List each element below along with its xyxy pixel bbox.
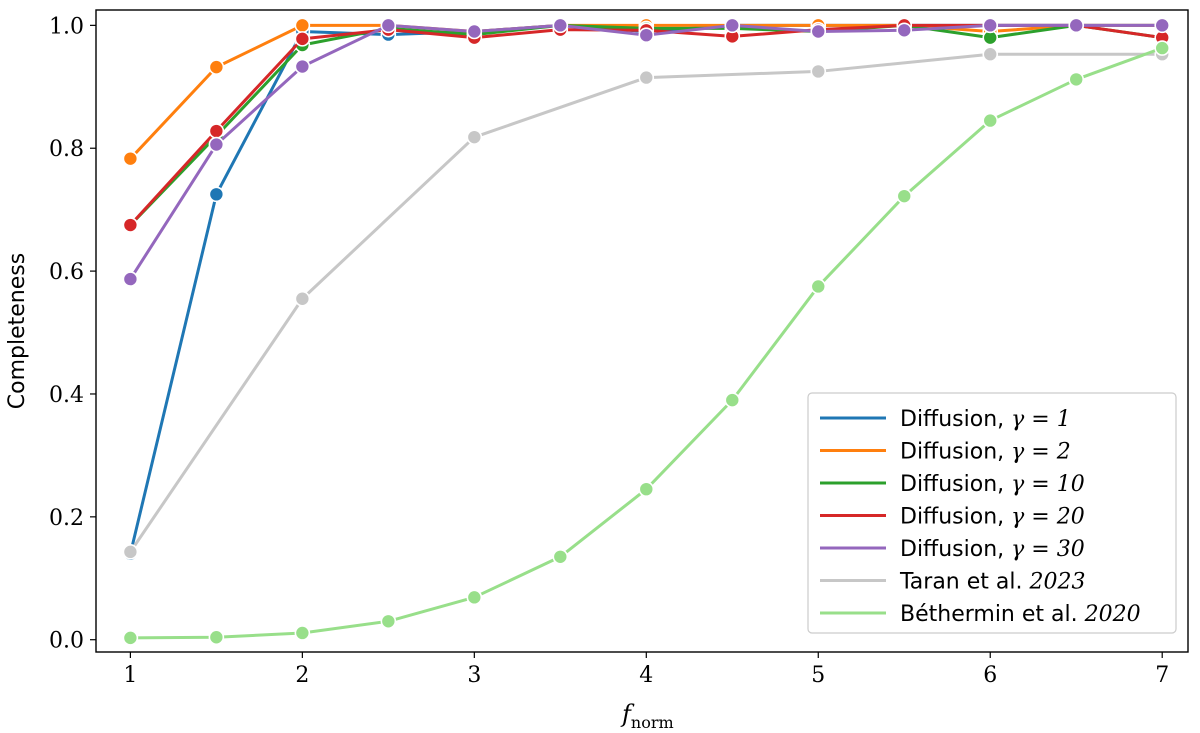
legend-item: Diffusion, γ = 10: [820, 472, 1085, 497]
x-tick-label: 5: [811, 663, 825, 688]
data-point: [466, 589, 483, 606]
data-point: [294, 17, 311, 34]
legend-label-text: Taran et al.: [899, 570, 1029, 595]
data-point: [1068, 71, 1085, 88]
y-axis-label: Completeness: [5, 253, 30, 409]
data-point: [724, 17, 741, 34]
legend-label-math: γ = 30: [1011, 537, 1085, 562]
data-point: [810, 23, 827, 40]
legend-item: Diffusion, γ = 30: [820, 537, 1085, 562]
y-tick-label: 0.0: [49, 629, 84, 654]
data-point: [982, 46, 999, 63]
data-point: [810, 278, 827, 295]
data-point: [122, 150, 139, 167]
series-6: [122, 40, 1171, 646]
y-tick-label: 0.6: [49, 260, 84, 285]
data-point: [1154, 40, 1171, 56]
data-point: [294, 290, 311, 307]
data-point: [466, 129, 483, 145]
data-point: [208, 59, 225, 75]
legend-item: Diffusion, γ = 2: [820, 440, 1071, 465]
data-point: [380, 613, 397, 630]
legend-label: Diffusion, γ = 1: [900, 407, 1071, 432]
data-point: [1154, 17, 1171, 34]
legend-label-math: γ = 10: [1011, 472, 1085, 497]
legend-label-math: γ = 2: [1011, 440, 1071, 465]
data-point: [208, 186, 225, 203]
y-ticks: 0.0 0.2 0.4 0.6 0.8 1.0: [49, 14, 96, 654]
legend-box: [807, 392, 1177, 634]
data-point: [294, 625, 311, 641]
data-point: [982, 112, 999, 129]
legend-item: Béthermin et al. 2020: [820, 602, 1141, 627]
series-5: [122, 46, 1171, 560]
data-point: [810, 63, 827, 80]
series-4: [122, 17, 1171, 287]
legend-label: Taran et al. 2023: [899, 570, 1085, 595]
data-point: [466, 23, 483, 40]
data-point: [552, 548, 569, 565]
data-point: [724, 392, 741, 408]
legend-label-math: 2020: [1084, 602, 1141, 627]
legend-label-math: γ = 20: [1011, 505, 1085, 530]
legend-label: Diffusion, γ = 2: [900, 440, 1071, 465]
series-line: [129, 23, 1163, 160]
x-tick-label: 1: [123, 663, 137, 688]
x-axis-label: fnorm: [620, 700, 674, 732]
legend-label-math: γ = 1: [1011, 407, 1071, 432]
x-tick-label: 2: [295, 663, 309, 688]
y-tick-label: 0.2: [49, 506, 84, 531]
legend-label: Diffusion, γ = 20: [900, 505, 1085, 530]
data-point: [208, 136, 225, 153]
data-point: [638, 27, 655, 43]
x-tick-label: 6: [983, 663, 997, 688]
data-point: [122, 630, 139, 646]
data-point: [638, 69, 655, 86]
legend-label: Béthermin et al. 2020: [900, 602, 1141, 627]
legend-label-text: Béthermin et al.: [900, 602, 1085, 627]
legend-label-text: Diffusion,: [900, 407, 1011, 432]
legend-label-text: Diffusion,: [900, 440, 1011, 465]
legend-label-text: Diffusion,: [900, 472, 1011, 497]
x-ticks: 1 2 3 4 5 6 7: [123, 652, 1169, 688]
x-tick-label: 3: [467, 663, 481, 688]
data-point: [208, 629, 225, 646]
data-point: [294, 31, 311, 47]
data-point: [380, 17, 397, 34]
legend-label-text: Diffusion,: [900, 537, 1011, 562]
data-point: [896, 22, 913, 39]
data-point: [552, 17, 569, 34]
data-point: [896, 188, 913, 204]
data-point: [294, 58, 311, 75]
axes-layer: [95, 9, 1189, 653]
series-layer: [122, 17, 1171, 646]
y-tick-label: 0.4: [49, 383, 84, 408]
data-point: [982, 17, 999, 34]
data-point: [122, 217, 139, 233]
x-tick-label: 4: [639, 663, 653, 688]
legend-item: Diffusion, γ = 1: [820, 407, 1071, 432]
legend-label: Diffusion, γ = 30: [900, 537, 1085, 562]
legend-item: Taran et al. 2023: [820, 570, 1085, 595]
legend-item: Diffusion, γ = 20: [820, 505, 1085, 530]
data-point: [122, 271, 139, 287]
data-point: [208, 123, 225, 139]
y-tick-label: 1.0: [49, 14, 84, 39]
series-3: [122, 17, 1171, 233]
x-tick-label: 7: [1155, 663, 1169, 688]
legend-label-text: Diffusion,: [900, 505, 1011, 530]
series-2: [122, 17, 1171, 233]
legend-label-math: 2023: [1028, 570, 1085, 595]
x-axis-label-subscript: norm: [631, 713, 674, 732]
data-point: [638, 481, 655, 497]
y-tick-label: 0.8: [49, 137, 84, 162]
data-point: [122, 544, 139, 560]
data-point: [1068, 17, 1085, 34]
axes-frame: [95, 9, 1189, 653]
legend-label: Diffusion, γ = 10: [900, 472, 1085, 497]
